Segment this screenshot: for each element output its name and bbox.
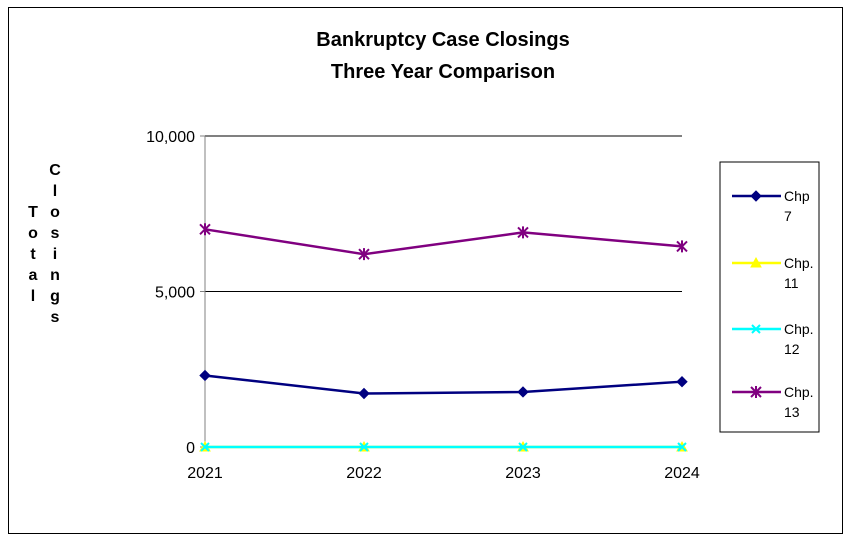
series-3 [199, 223, 688, 261]
legend: Chp 7 Chp. 11 Chp. 12 Chp. 13 [719, 161, 820, 433]
y-label-letter-0-3: a [29, 267, 38, 284]
series-0-point-3 [676, 375, 688, 388]
y-label-letter-1-2: o [50, 204, 60, 221]
series-2-point-3 [677, 442, 687, 452]
legend-label-0-1: 7 [784, 208, 792, 224]
series-2-point-1 [359, 442, 369, 452]
x-tick-label-3: 2024 [664, 465, 700, 482]
y-label-letter-0-1: o [28, 225, 38, 242]
legend-label-3-0: Chp. [784, 384, 814, 400]
y-tick-label-2: 10,000 [146, 129, 195, 146]
legend-swatch-marker-3 [750, 386, 762, 398]
legend-swatch-marker-2 [751, 324, 761, 334]
series-0-point-0 [199, 369, 211, 382]
y-label-letter-1-6: g [50, 288, 60, 305]
legend-entry-1: Chp. 11 [732, 255, 814, 291]
series [199, 223, 688, 452]
y-label-letter-0-4: l [31, 288, 35, 305]
y-tick-label-1: 5,000 [155, 285, 195, 302]
tick-labels: 0 5,000 10,000 2021 2022 2023 2024 [146, 129, 700, 482]
legend-swatch-marker-1 [750, 256, 762, 268]
legend-box [719, 161, 820, 433]
y-label-letter-1-4: i [53, 246, 57, 263]
y-label-letter-0-2: t [30, 246, 36, 263]
series-3-point-1 [358, 248, 370, 261]
legend-entry-3: Chp. 13 [732, 384, 814, 420]
y-label-letter-1-3: s [51, 225, 60, 242]
y-label-letter-1-7: s [51, 309, 60, 326]
legend-entry-2: Chp. 12 [732, 321, 814, 357]
x-tick-label-1: 2022 [346, 465, 382, 482]
series-0-point-1 [358, 387, 370, 400]
series-3-point-0 [199, 223, 211, 236]
legend-swatch-marker-0 [750, 190, 762, 202]
x-tick-label-0: 2021 [187, 465, 223, 482]
gridlines [205, 135, 682, 292]
series-2 [200, 442, 687, 452]
series-3-point-3 [676, 240, 688, 253]
series-3-point-2 [517, 226, 529, 239]
y-label-letter-0-0: T [28, 204, 38, 221]
legend-label-2-0: Chp. [784, 321, 814, 337]
series-0-point-2 [517, 386, 529, 398]
legend-label-0-0: Chp [784, 188, 810, 204]
series-3-line [204, 228, 683, 256]
legend-label-3-1: 13 [784, 404, 800, 420]
y-label-letter-1-0: C [49, 162, 61, 179]
x-tick-label-2: 2023 [505, 465, 541, 482]
legend-entry-0: Chp 7 [732, 188, 810, 224]
y-label-letter-1-5: n [50, 267, 60, 284]
series-0-line [204, 374, 683, 395]
series-2-point-2 [518, 442, 528, 452]
legend-label-2-1: 12 [784, 341, 800, 357]
y-label-letter-1-1: l [53, 183, 57, 200]
chart-title-line-2: Three Year Comparison [331, 61, 555, 83]
chart-title-line-1: Bankruptcy Case Closings [316, 29, 569, 51]
y-tick-label-0: 0 [186, 440, 195, 457]
series-2-point-0 [200, 442, 210, 452]
legend-label-1-1: 11 [784, 275, 799, 291]
chart-title: Bankruptcy Case Closings Three Year Comp… [316, 29, 569, 83]
legend-label-1-0: Chp. [784, 255, 814, 271]
series-0 [199, 369, 688, 400]
